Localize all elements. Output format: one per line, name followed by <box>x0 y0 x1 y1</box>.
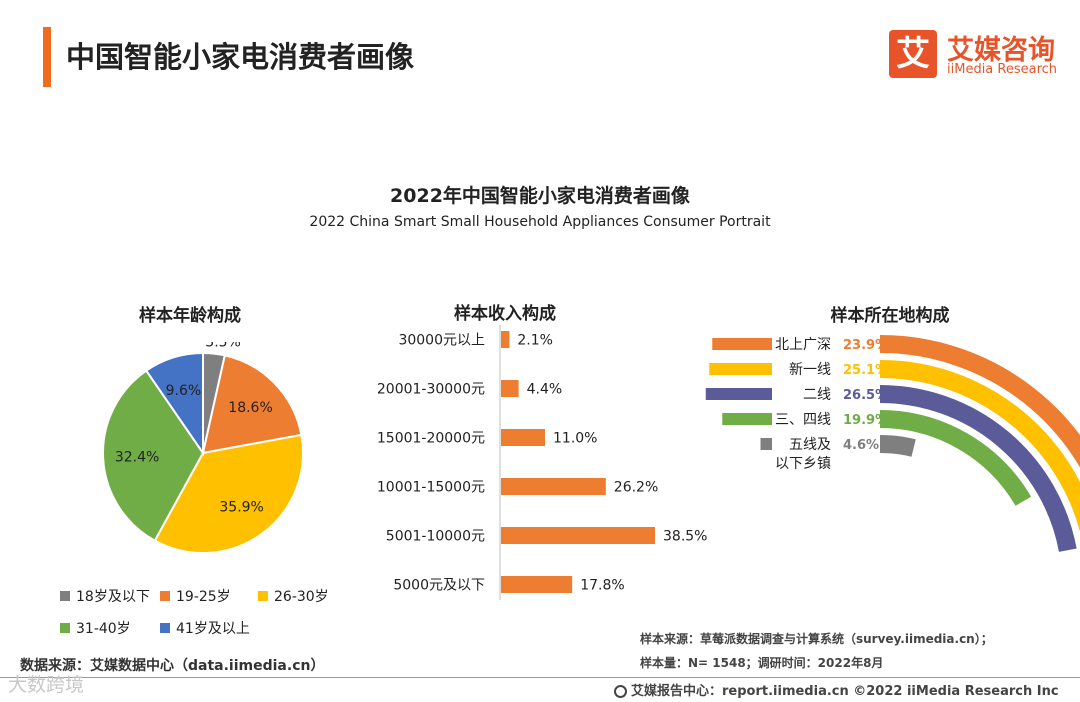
income-bar-2 <box>501 429 545 446</box>
income-bar-5 <box>501 576 573 593</box>
region-chart-title: 样本所在地构成 <box>830 306 950 326</box>
legend-item-age-1: 19-25岁 <box>160 586 231 606</box>
globe-icon <box>614 685 627 698</box>
region-value-2: 26.5% <box>843 388 888 403</box>
income-value-2: 11.0% <box>553 431 597 447</box>
income-category-0: 30000元以上 <box>398 333 485 349</box>
page-title: 中国智能小家电消费者画像 <box>66 40 415 74</box>
income-bar-4 <box>501 527 655 544</box>
region-value-3: 19.9% <box>843 413 888 428</box>
legend-swatch <box>160 623 170 633</box>
income-category-1: 20001-30000元 <box>377 382 485 398</box>
region-value-0: 23.9% <box>843 338 888 353</box>
age-chart-title: 样本年龄构成 <box>139 306 241 326</box>
income-bar-chart: 30000元以上 2.1% 20001-30000元 4.4% 15001-20000元… <box>377 325 707 600</box>
region-bar-3 <box>722 413 772 425</box>
income-category-3: 10001-15000元 <box>377 480 485 496</box>
pie-label-2: 35.9% <box>219 500 263 516</box>
footer-divider <box>0 677 1080 678</box>
region-arc-0 <box>879 335 1080 468</box>
region-arc-2 <box>879 385 1077 552</box>
iimedia-logo: 艾 艾媒咨询 iiMedia Research <box>889 30 1064 82</box>
region-category-1: 新一线 <box>789 362 831 378</box>
legend-item-age-0: 18岁及以下 <box>60 586 150 606</box>
pie-slice-3 <box>102 369 205 542</box>
legend-label: 26-30岁 <box>274 589 329 605</box>
footer: 艾媒报告中心：report.iimedia.cn ©2022 iiMedia R… <box>614 680 1059 699</box>
legend-label: 41岁及以上 <box>176 621 250 637</box>
region-arc-4 <box>879 435 916 457</box>
income-value-5: 17.8% <box>580 578 624 594</box>
pie-slice-2 <box>153 433 304 554</box>
income-category-2: 15001-20000元 <box>377 431 485 447</box>
legend-swatch <box>60 623 70 633</box>
income-bar-0 <box>501 331 510 348</box>
pie-slice-1 <box>201 354 303 455</box>
region-category-3: 三、四线 <box>775 412 831 428</box>
legend-item-age-3: 31-40岁 <box>60 618 131 638</box>
income-bar-3 <box>501 478 606 495</box>
region-category-0: 北上广深 <box>775 337 831 353</box>
region-bar-2 <box>705 388 772 400</box>
income-chart-title: 样本收入构成 <box>454 304 556 324</box>
region-value-4: 4.6% <box>843 438 879 453</box>
sample-size-note: 样本量：N= 1548；调研时间：2022年8月 <box>640 656 884 670</box>
pie-label-3: 32.4% <box>115 449 159 465</box>
region-category-4: 以下乡镇 <box>775 456 831 472</box>
region-arc-1 <box>879 360 1080 532</box>
region-bar-1 <box>709 363 772 375</box>
region-category-2: 二线 <box>803 387 831 403</box>
region-value-1: 25.1% <box>843 363 888 378</box>
pie-label-0: 3.5% <box>205 342 241 351</box>
pie-slice-4 <box>144 351 204 457</box>
income-category-5: 5000元及以下 <box>393 578 485 594</box>
legend-label: 31-40岁 <box>76 621 131 637</box>
footer-text: 艾媒报告中心：report.iimedia.cn ©2022 iiMedia R… <box>631 684 1059 699</box>
pie-label-4: 9.6% <box>166 383 202 399</box>
income-value-3: 26.2% <box>614 480 658 496</box>
chart-main-subtitle: 2022 China Smart Small Household Applian… <box>309 214 771 230</box>
legend-item-age-4: 41岁及以上 <box>160 618 250 638</box>
region-arc-3 <box>879 410 1032 506</box>
chart-main-title: 2022年中国智能小家电消费者画像 <box>390 185 690 207</box>
legend-item-age-2: 26-30岁 <box>258 586 329 606</box>
income-bar-1 <box>501 380 519 397</box>
region-bar-4 <box>760 438 772 450</box>
income-value-1: 4.4% <box>527 382 563 398</box>
age-pie-chart: 3.5% 18.6% 35.9% 32.4% 9.6% <box>102 342 304 554</box>
income-value-4: 38.5% <box>663 529 707 545</box>
region-bar-0 <box>712 338 772 350</box>
data-source-note: 数据来源：艾媒数据中心（data.iimedia.cn） <box>20 658 325 674</box>
region-category-4: 五线及 <box>789 437 831 453</box>
logo-mark-icon: 艾 <box>889 30 937 78</box>
logo-text-en: iiMedia Research <box>947 62 1058 77</box>
legend-swatch <box>258 591 268 601</box>
legend-swatch <box>160 591 170 601</box>
sample-source-note: 样本来源：草莓派数据调查与计算系统（survey.iimedia.cn）； <box>640 632 993 646</box>
region-radial-chart: 北上广深 23.9% 新一线 25.1% 二线 26.5% 三、四线 19.9% 五线及以下乡镇… <box>705 335 1080 552</box>
watermark: 大数跨境 <box>8 674 85 696</box>
pie-label-1: 18.6% <box>228 400 272 416</box>
legend-swatch <box>60 591 70 601</box>
income-value-0: 2.1% <box>517 333 553 349</box>
legend-label: 18岁及以下 <box>76 589 150 605</box>
legend-label: 19-25岁 <box>176 589 231 605</box>
logo-text-cn: 艾媒咨询 <box>947 35 1055 66</box>
income-category-4: 5001-10000元 <box>386 529 485 545</box>
accent-bar <box>43 27 51 87</box>
